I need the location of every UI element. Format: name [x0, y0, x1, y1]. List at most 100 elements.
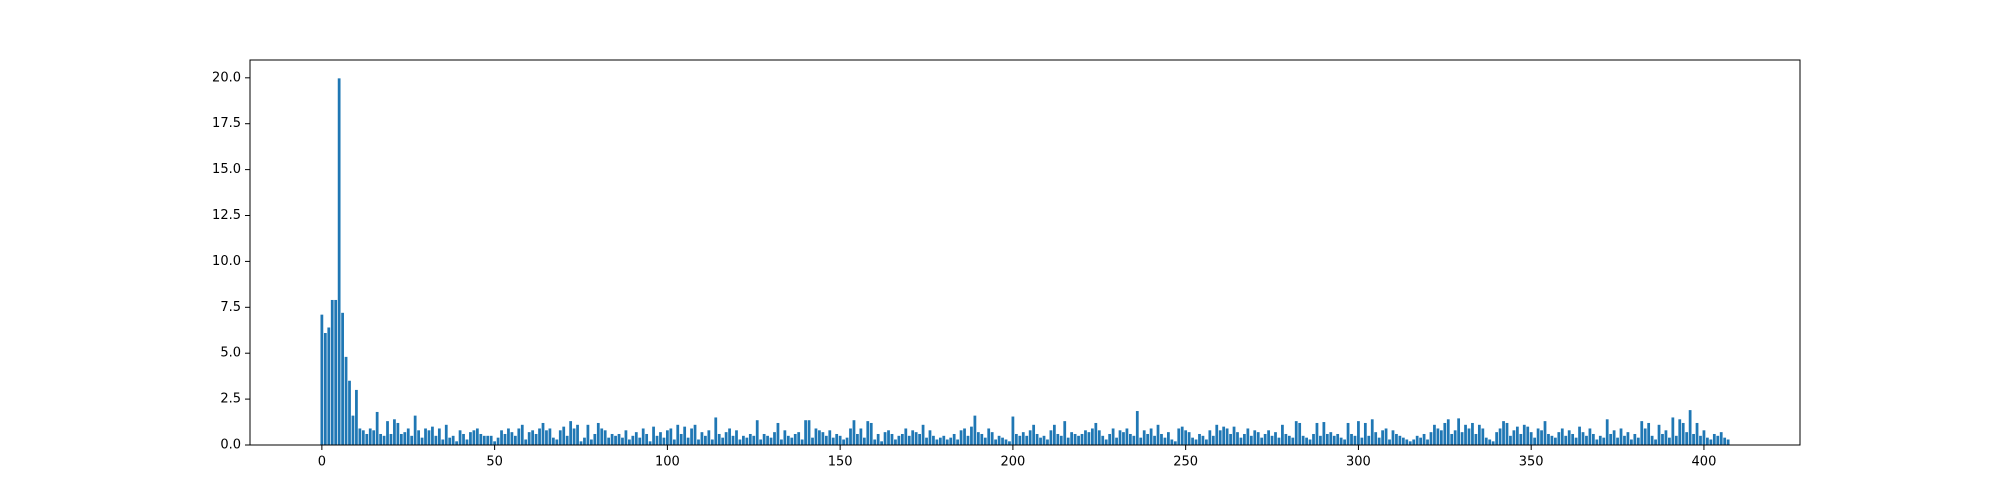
bar — [1094, 422, 1098, 445]
bar — [1591, 433, 1595, 445]
bar — [1602, 437, 1606, 445]
bar — [1657, 424, 1661, 445]
bar — [589, 439, 593, 445]
x-tick-label: 350 — [1519, 455, 1544, 470]
bar — [1436, 428, 1440, 445]
bar — [1439, 430, 1443, 445]
bar — [1111, 428, 1115, 445]
bar — [1612, 430, 1616, 445]
bar — [1384, 428, 1388, 445]
bar — [389, 433, 393, 445]
bar — [1325, 433, 1329, 445]
y-tick-label: 5.0 — [220, 346, 241, 361]
bar — [811, 437, 814, 445]
bar — [1153, 435, 1156, 445]
bar — [914, 432, 918, 445]
bar — [842, 439, 845, 445]
bar — [1025, 435, 1029, 445]
bar — [700, 432, 704, 445]
bar — [337, 78, 341, 445]
y-tick-label: 10.0 — [212, 254, 241, 269]
bar — [1156, 424, 1160, 445]
bar — [894, 439, 897, 445]
bar — [513, 435, 517, 445]
bar — [1073, 433, 1077, 445]
bar — [1481, 428, 1485, 445]
bar — [659, 432, 662, 445]
bar — [1681, 422, 1685, 445]
bar — [469, 432, 472, 445]
bar — [451, 435, 455, 445]
bar — [358, 428, 362, 445]
bar — [361, 430, 365, 445]
bar — [1498, 428, 1502, 445]
axes-frame — [249, 59, 1801, 446]
bar — [956, 439, 960, 445]
bar — [1332, 435, 1336, 445]
bar — [441, 439, 445, 445]
bar — [973, 415, 977, 445]
bar — [603, 430, 607, 445]
x-tick-label: 200 — [1000, 455, 1025, 470]
bar — [534, 433, 538, 445]
bar — [1001, 437, 1004, 445]
bar — [793, 433, 797, 445]
bar — [925, 437, 928, 445]
bar — [1360, 437, 1364, 445]
bar — [1643, 428, 1647, 445]
bar — [900, 433, 904, 445]
bar — [1398, 435, 1402, 445]
bar — [627, 439, 631, 445]
bar — [1021, 432, 1025, 445]
bar — [1495, 432, 1499, 445]
bar — [1609, 433, 1613, 445]
bar — [1460, 432, 1464, 445]
bar — [600, 428, 604, 445]
bar — [458, 430, 462, 445]
bar — [406, 428, 410, 445]
bar — [427, 430, 431, 445]
bar — [576, 424, 579, 445]
bar — [1336, 433, 1340, 445]
bar — [1180, 426, 1184, 445]
bar — [1225, 428, 1229, 445]
bar — [1515, 426, 1519, 445]
bar — [1249, 435, 1253, 445]
bar — [942, 435, 946, 445]
bar — [652, 426, 655, 445]
bar — [776, 422, 780, 445]
bar — [963, 428, 966, 445]
bar — [1674, 435, 1678, 445]
bar — [448, 437, 452, 445]
bar — [1367, 435, 1371, 445]
bar — [479, 433, 483, 445]
bar — [1564, 435, 1568, 445]
bar — [897, 435, 901, 445]
bar — [631, 435, 635, 445]
bar — [434, 435, 438, 445]
bar — [1129, 433, 1132, 445]
bar — [1619, 428, 1623, 445]
y-tick-label: 2.5 — [220, 392, 241, 407]
bar — [1588, 428, 1592, 445]
bar — [1011, 416, 1015, 445]
bar — [437, 428, 441, 445]
bar — [1101, 435, 1105, 445]
bar — [1706, 437, 1709, 445]
plot-area — [320, 78, 1730, 445]
bar — [1484, 437, 1488, 445]
bar — [413, 415, 417, 445]
bar — [375, 411, 379, 445]
bar — [1018, 435, 1022, 445]
bar — [704, 435, 707, 445]
bar — [856, 433, 859, 445]
bar — [610, 433, 614, 445]
bar — [690, 428, 693, 445]
bar — [1198, 433, 1201, 445]
bar — [1422, 433, 1426, 445]
bar — [593, 433, 597, 445]
bar — [1177, 428, 1181, 445]
bar — [541, 422, 545, 445]
bar — [1301, 435, 1305, 445]
